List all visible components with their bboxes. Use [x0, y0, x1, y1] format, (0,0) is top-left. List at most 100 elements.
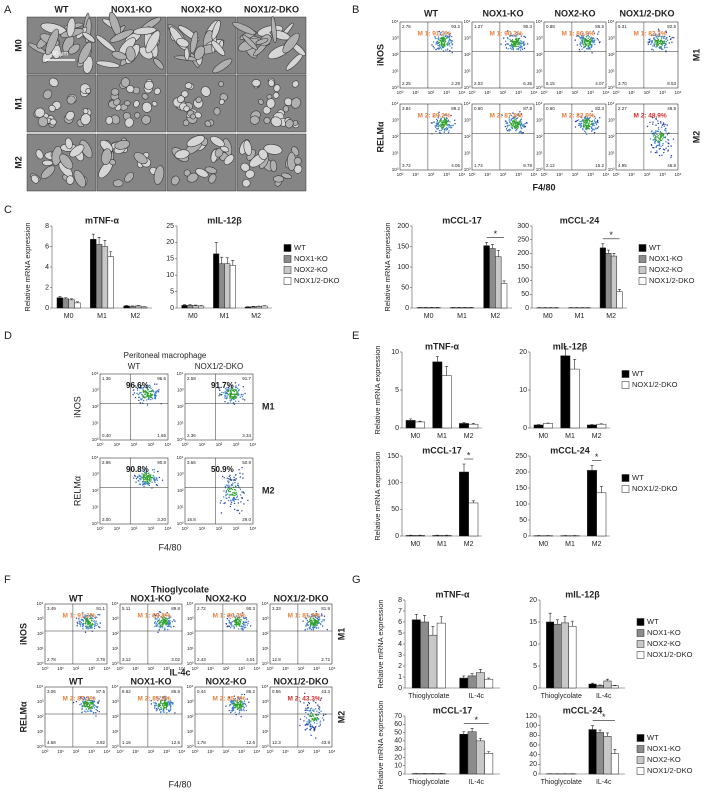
- micrograph: [167, 133, 236, 191]
- x-tick-label: 10¹: [207, 666, 214, 671]
- event-dot: [150, 479, 151, 480]
- event-dot: [312, 621, 313, 622]
- event-dot: [661, 127, 662, 128]
- error-bar: [591, 466, 594, 471]
- event-dot: [656, 150, 657, 151]
- cell: [273, 176, 284, 183]
- event-dot: [433, 122, 434, 123]
- event-dot: [437, 45, 438, 46]
- bar: [193, 306, 199, 308]
- event-dot: [82, 711, 83, 712]
- quadrant-value: 2.36: [187, 433, 196, 438]
- event-dot: [231, 710, 232, 711]
- error-bar: [415, 614, 418, 620]
- event-dot: [586, 48, 587, 49]
- error-bar: [103, 240, 106, 246]
- event-dot: [652, 147, 653, 148]
- legend-swatch: [622, 382, 629, 389]
- x-tick-label: M2: [130, 313, 140, 320]
- bar: [468, 732, 476, 774]
- event-dot: [584, 41, 585, 42]
- event-dot: [235, 485, 236, 486]
- event-dot: [234, 503, 235, 504]
- x-tick-label: 10⁴: [675, 172, 682, 177]
- event-dot: [231, 397, 232, 398]
- event-dot: [307, 710, 308, 711]
- event-dot: [435, 125, 436, 126]
- event-dot: [662, 143, 663, 144]
- event-dot: [524, 43, 525, 44]
- event-dot: [145, 394, 146, 395]
- chart-title: mIL-12β: [207, 215, 242, 225]
- event-dot: [516, 125, 517, 126]
- event-dot: [220, 502, 221, 503]
- event-dot: [224, 401, 225, 402]
- event-dot: [588, 45, 589, 46]
- quadrant-value: 2.72: [197, 606, 206, 611]
- y-tick-label: 4: [45, 264, 49, 271]
- y-axis-label: Relative mRNA expression: [383, 222, 392, 311]
- event-dot: [454, 123, 455, 124]
- event-dot: [155, 703, 156, 704]
- y-tick-label: 10²: [112, 714, 119, 719]
- quadrant-value: 90.3: [246, 606, 255, 611]
- event-dot: [586, 45, 587, 46]
- x-axis-label: F4/80: [158, 542, 181, 552]
- y-tick-label: 10⁰: [262, 661, 269, 666]
- event-dot: [150, 476, 151, 477]
- x-tick-label: 10²: [73, 666, 80, 671]
- event-dot: [589, 43, 590, 44]
- y-tick-label: 10²: [464, 52, 471, 57]
- x-tick-label: M0: [538, 541, 548, 548]
- y-tick-label: 10⁰: [112, 744, 119, 749]
- event-dot: [167, 626, 168, 627]
- error-bar: [563, 616, 566, 623]
- event-dot: [155, 624, 156, 625]
- event-dot: [94, 624, 95, 625]
- error-bar: [606, 733, 609, 736]
- gate-label: M 1: 82.2%: [633, 31, 666, 38]
- event-dot: [143, 486, 144, 487]
- bar: [412, 620, 420, 688]
- event-dot: [237, 388, 238, 389]
- event-dot: [231, 502, 232, 503]
- quadrant-value: 3.02: [171, 657, 180, 662]
- event-dot: [518, 46, 519, 47]
- error-bar: [599, 730, 602, 732]
- event-dot: [587, 48, 588, 49]
- x-tick-label: 10⁰: [469, 172, 476, 177]
- y-tick-label: 0: [395, 533, 399, 540]
- y-tick-label: 10⁴: [464, 19, 471, 24]
- event-dot: [220, 500, 221, 501]
- event-dot: [84, 711, 85, 712]
- x-tick-label: 10³: [233, 526, 240, 531]
- legend-label: WT: [649, 243, 661, 252]
- bar: [597, 424, 606, 428]
- event-dot: [140, 392, 141, 393]
- x-tick-label: 10⁰: [97, 442, 104, 447]
- event-dot: [525, 123, 526, 124]
- event-dot: [142, 475, 143, 476]
- event-dot: [232, 484, 233, 485]
- x-tick-label: 10³: [238, 749, 245, 754]
- event-dot: [579, 49, 580, 50]
- event-dot: [316, 625, 317, 626]
- y-tick-label: 10⁴: [187, 601, 194, 606]
- quadrant-value: 4.51: [246, 657, 255, 662]
- event-dot: [134, 475, 135, 476]
- bar: [63, 299, 69, 308]
- event-dot: [229, 625, 230, 626]
- error-bar: [601, 244, 604, 248]
- quadrant-value: 3.33: [272, 606, 281, 611]
- event-dot: [222, 476, 223, 477]
- quadrant-value: 90.3: [523, 24, 532, 29]
- event-dot: [519, 44, 520, 45]
- error-bar: [606, 679, 609, 681]
- quadrant-value: 8.15: [546, 81, 555, 86]
- quadrant-value: 3.34: [242, 433, 251, 438]
- event-dot: [174, 712, 175, 713]
- event-dot: [299, 725, 300, 726]
- quadrant-value: 87.8: [523, 106, 532, 111]
- event-dot: [523, 124, 524, 125]
- quadrant-value: 91.1: [96, 606, 105, 611]
